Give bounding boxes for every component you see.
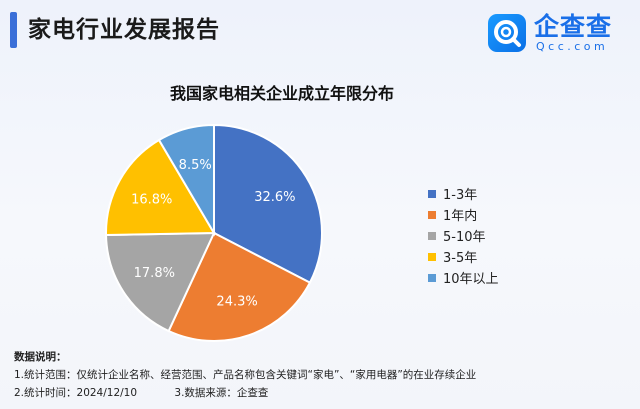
qcc-logo: 企查查 Qcc.com [488, 12, 628, 54]
notes-scope: 1.统计范围：仅统计企业名称、经营范围、产品名称包含关键词“家电”、“家用电器”… [14, 369, 477, 381]
pie-slice-2 [104, 231, 216, 333]
legend-swatch-1 [428, 210, 436, 219]
legend-item-4: 10年以上 [428, 267, 499, 288]
legend-swatch-0 [428, 189, 436, 198]
legend-label-4: 10年以上 [443, 272, 499, 287]
header-accent-bar [10, 12, 17, 48]
legend-item-3: 3-5年 [428, 246, 499, 267]
legend-label-0: 1-3年 [443, 188, 478, 203]
report-title: 家电行业发展报告 [28, 17, 220, 43]
notes-heading: 数据说明： [14, 351, 67, 363]
logo-text: 企查查 [534, 12, 613, 41]
notes-meta-row: 2.统计时间：2024/12/10 3.数据来源：企查查 [14, 384, 476, 402]
data-notes: 数据说明： 1.统计范围：仅统计企业名称、经营范围、产品名称包含关键词“家电”、… [14, 348, 476, 402]
legend-item-1: 1年内 [428, 204, 499, 225]
chart-legend: 1-3年 1年内 5-10年 3-5年 10年以上 [428, 183, 499, 288]
legend-label-3: 3-5年 [443, 251, 478, 266]
notes-stat-time: 2.统计时间：2024/12/10 [14, 387, 138, 399]
pie-slice-0 [213, 123, 323, 284]
legend-label-1: 1年内 [443, 209, 478, 224]
slice-label-2: 17.8% [134, 266, 175, 281]
legend-swatch-2 [428, 231, 436, 240]
slice-label-3: 16.8% [131, 192, 172, 207]
slice-label-1: 24.3% [216, 294, 257, 309]
logo-subtext: Qcc.com [536, 40, 609, 53]
pie-slice-1 [167, 231, 312, 342]
legend-swatch-4 [428, 273, 436, 282]
legend-label-2: 5-10年 [443, 230, 486, 245]
slice-label-0: 32.6% [254, 190, 295, 205]
legend-item-2: 5-10年 [428, 225, 499, 246]
slice-label-4: 8.5% [179, 158, 212, 173]
legend-swatch-3 [428, 252, 436, 261]
pie-slice-3 [105, 138, 216, 237]
chart-title: 我国家电相关企业成立年限分布 [169, 84, 394, 103]
pie-slice-4 [157, 123, 215, 237]
legend-item-0: 1-3年 [428, 183, 499, 204]
qcc-logo-icon [488, 14, 526, 52]
notes-source: 3.数据来源：企查查 [174, 387, 269, 399]
